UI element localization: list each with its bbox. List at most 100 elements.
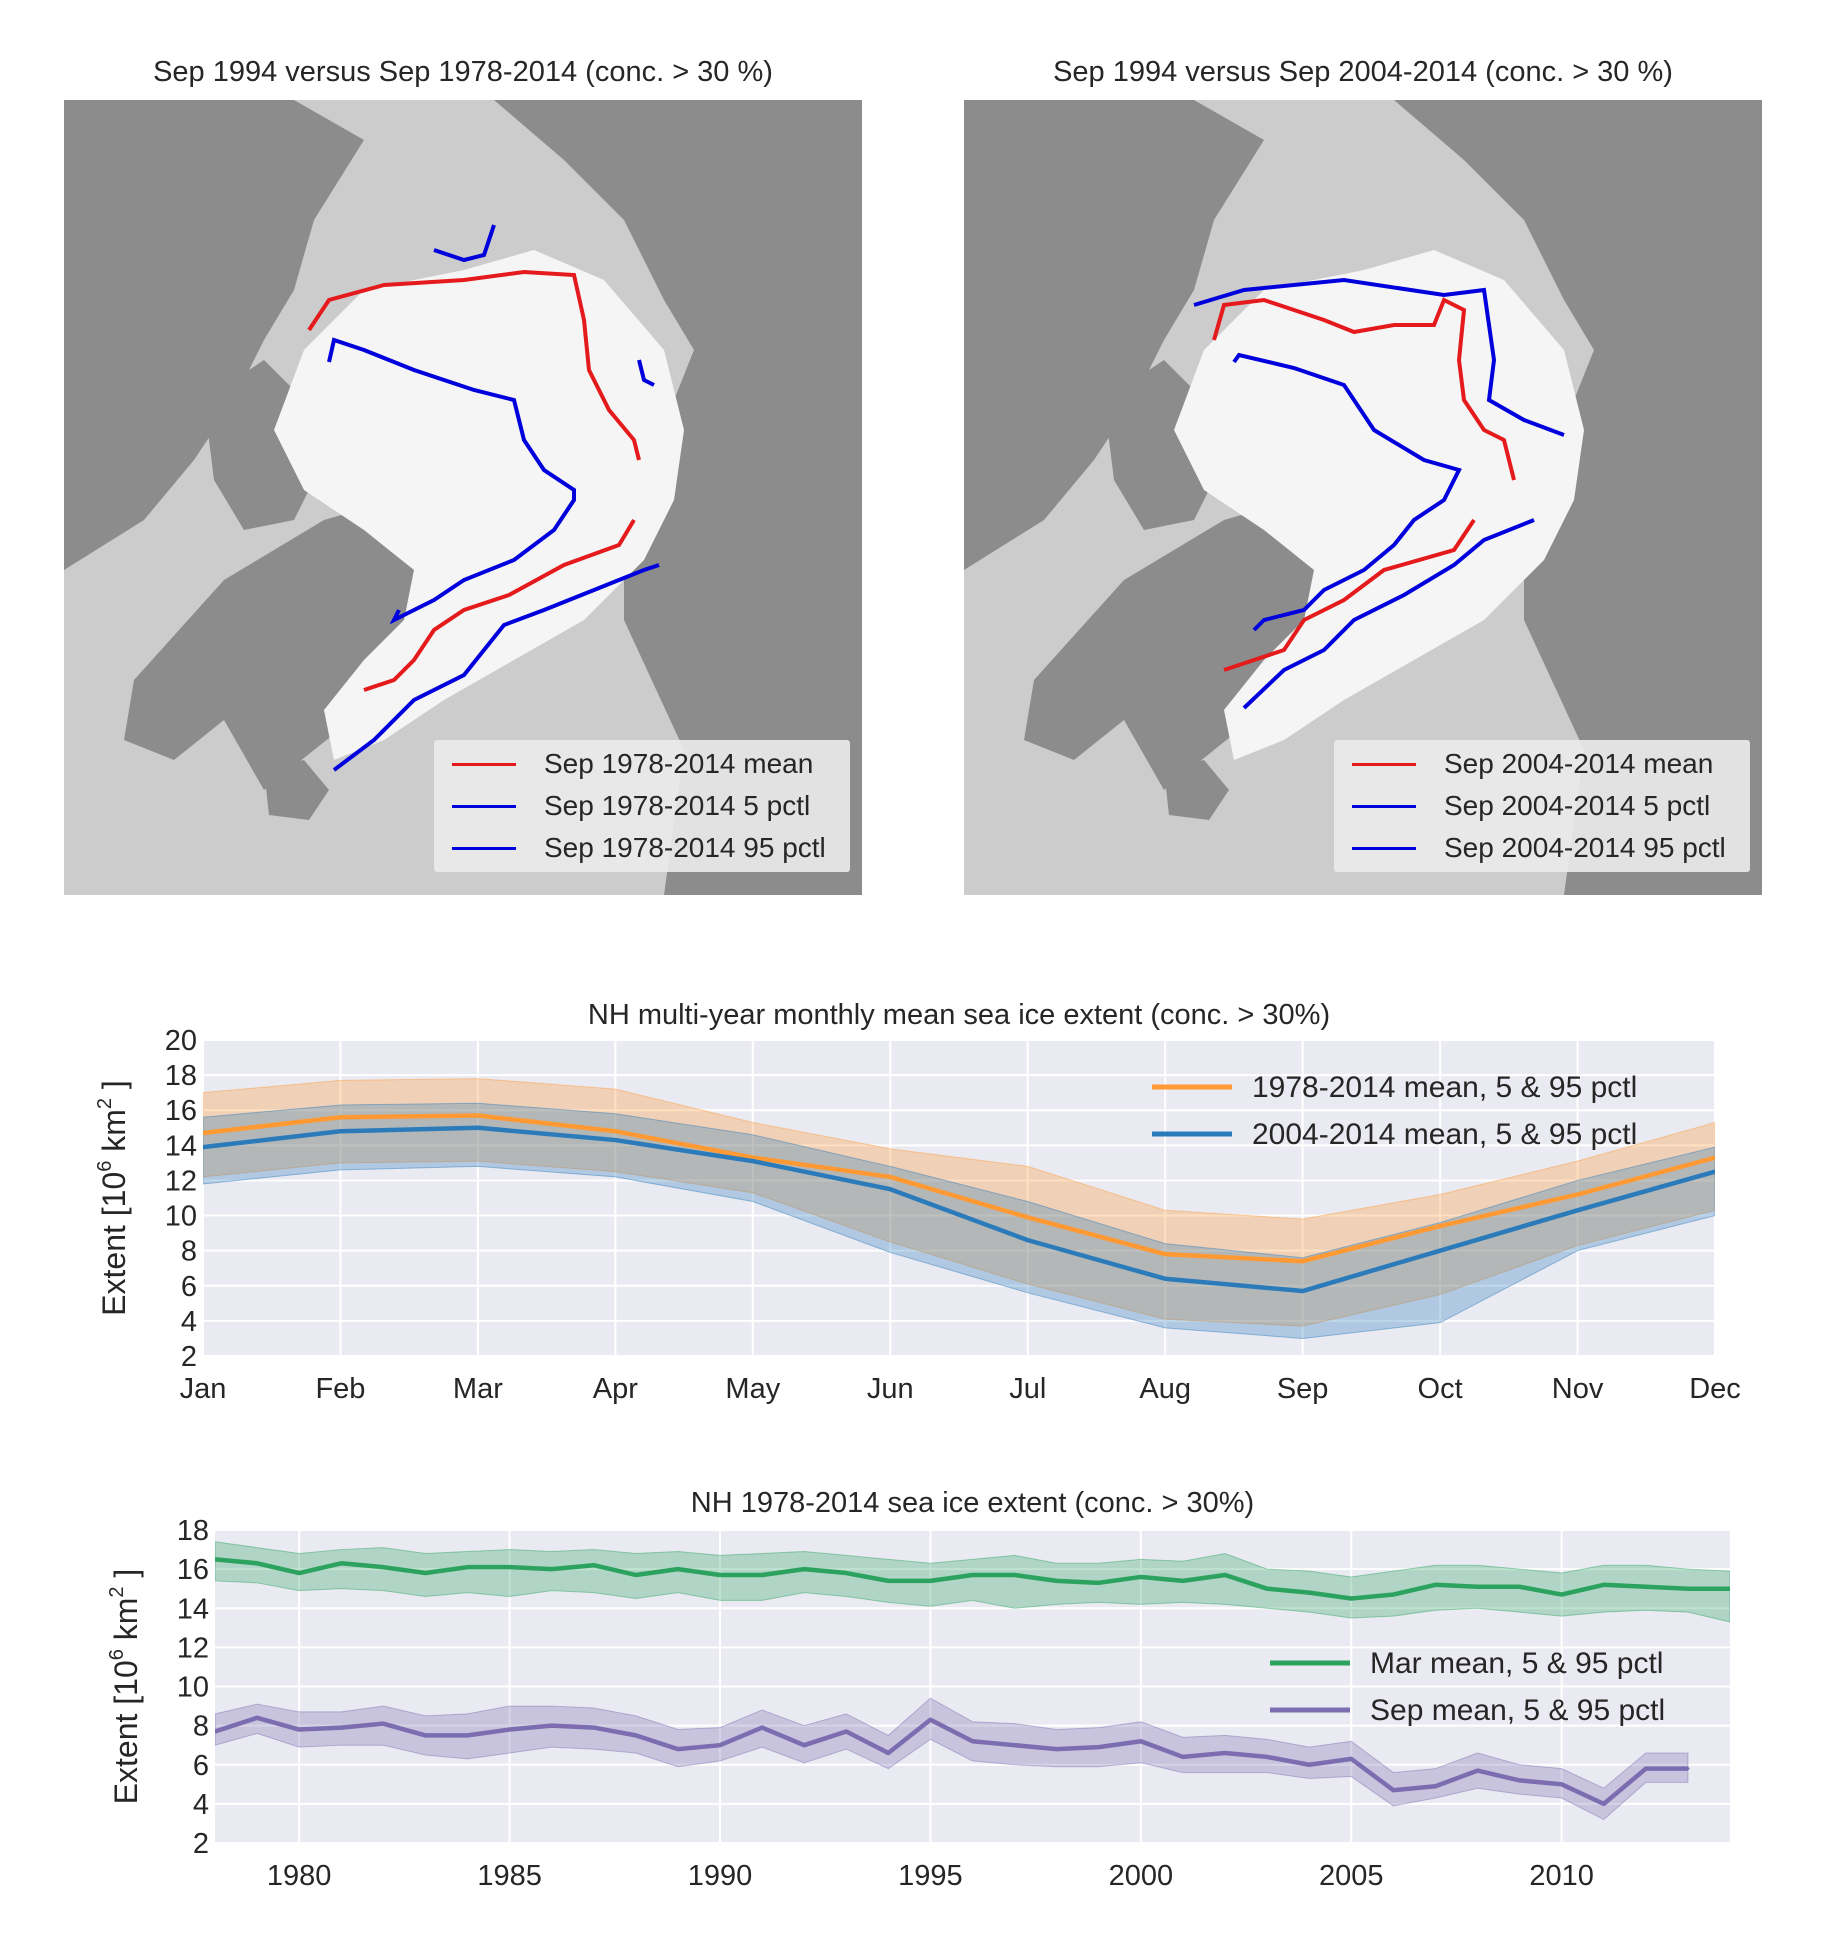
p95-contour-east: [637, 359, 655, 387]
series-line: [215, 1715, 1688, 1807]
data-point: [203, 1145, 205, 1149]
data-point: [760, 1573, 764, 1577]
data-point: [1560, 1782, 1564, 1786]
data-point: [476, 1126, 480, 1130]
data-point: [886, 1579, 890, 1583]
y-axis-label: Extent [106 km2 ]: [106, 1569, 144, 1805]
legend-swatch-p95: [452, 846, 516, 850]
data-point: [215, 1729, 217, 1733]
y-tick-label: 4: [181, 1306, 197, 1338]
data-point: [634, 1573, 638, 1577]
data-point: [1576, 1192, 1580, 1196]
land-iceland: [264, 760, 329, 820]
data-point: [1181, 1579, 1185, 1583]
y-tick-label: 10: [177, 1672, 209, 1704]
p95-contour-north: [433, 224, 496, 263]
data-point: [971, 1739, 974, 1743]
data-point: [886, 1751, 890, 1755]
data-point: [1181, 1755, 1185, 1759]
data-point: [1438, 1249, 1442, 1253]
x-tick-label: 1995: [898, 1860, 963, 1892]
data-point: [466, 1565, 469, 1569]
plot-area: [215, 1541, 1730, 1821]
data-point: [1433, 1583, 1437, 1587]
data-point: [718, 1573, 722, 1577]
data-point: [1301, 1289, 1305, 1293]
data-point: [339, 1726, 343, 1730]
data-point: [381, 1722, 385, 1726]
chart-legend: 1978-2014 mean, 5 & 95 pctl 2004-2014 mea…: [1152, 1071, 1637, 1151]
data-point: [1097, 1745, 1101, 1749]
x-tick-label: 1980: [267, 1860, 332, 1892]
data-point: [508, 1728, 512, 1732]
y-tick-label: 12: [165, 1165, 197, 1197]
y-axis-label: Extent [106 km2 ]: [94, 1080, 132, 1316]
y-tick-label: 20: [165, 1025, 197, 1057]
p95-contour-atl: [332, 563, 660, 772]
data-point: [255, 1716, 259, 1720]
data-point: [423, 1571, 427, 1575]
land-canada: [64, 100, 364, 570]
y-tick-label: 14: [165, 1130, 197, 1162]
data-point: [1560, 1593, 1564, 1597]
data-point: [1139, 1575, 1143, 1579]
data-point: [1163, 1277, 1167, 1281]
map2-legend: Sep 2004-2014 mean Sep 2004-2014 5 pctl …: [1334, 740, 1750, 872]
data-point: [255, 1561, 259, 1565]
data-point: [888, 1187, 892, 1191]
legend-label: Sep 1978-2014 5 pctl: [544, 790, 811, 821]
y-tick-label: 8: [193, 1711, 209, 1743]
data-point: [928, 1718, 932, 1722]
y-tick-label: 4: [193, 1789, 209, 1821]
data-point: [1713, 1156, 1715, 1160]
y-tick-label: 10: [165, 1201, 197, 1233]
data-point: [339, 1561, 343, 1565]
legend-item: Sep 1978-2014 95 pctl: [434, 828, 826, 868]
data-point: [718, 1743, 722, 1747]
legend-label: 1978-2014 mean, 5 & 95 pctl: [1252, 1071, 1637, 1104]
data-point: [1139, 1739, 1143, 1743]
data-point: [1713, 1170, 1715, 1174]
data-point: [476, 1113, 480, 1117]
legend-item: Sep 2004-2014 5 pctl: [1334, 786, 1710, 826]
data-point: [381, 1565, 385, 1569]
y-tick-label: 16: [177, 1554, 209, 1586]
legend-item: Sep 1978-2014 mean: [434, 744, 813, 784]
data-point: [1518, 1585, 1522, 1589]
land-siberia: [1394, 100, 1762, 895]
sea-ice: [274, 250, 684, 760]
data-point: [1476, 1585, 1479, 1589]
x-tick-label: Jun: [867, 1373, 914, 1405]
data-point: [592, 1563, 596, 1567]
data-point: [760, 1726, 764, 1730]
data-point: [592, 1726, 596, 1730]
sea-ice: [1174, 250, 1584, 760]
legend-label: Sep 2004-2014 5 pctl: [1444, 790, 1711, 821]
data-point: [1686, 1767, 1690, 1771]
map2-title: Sep 1994 versus Sep 2004-2014 (conc. > 3…: [1053, 56, 1673, 88]
x-tick-label: 2005: [1319, 1860, 1384, 1892]
y-tick-label: 2: [181, 1341, 197, 1373]
data-point: [1349, 1757, 1353, 1761]
data-point: [550, 1724, 554, 1728]
percentile-band: [215, 1541, 1730, 1623]
monthly-extent-chart: NH multi-year monthly mean sea ice exten…: [94, 999, 1741, 1405]
y-tick-label: 12: [177, 1632, 209, 1664]
y-tick-label: 18: [177, 1515, 209, 1547]
data-point: [1265, 1587, 1269, 1591]
data-point: [802, 1567, 806, 1571]
legend-swatch-p95: [1352, 846, 1416, 850]
chart-title: NH 1978-2014 sea ice extent (conc. > 30%…: [691, 1487, 1254, 1519]
data-point: [1013, 1573, 1017, 1577]
data-point: [1026, 1215, 1030, 1219]
chart-title: NH multi-year monthly mean sea ice exten…: [588, 999, 1330, 1031]
x-tick-label: Sep: [1277, 1373, 1329, 1405]
y-tick-label: 16: [165, 1095, 197, 1127]
land-siberia: [494, 100, 862, 895]
chart-legend: Mar mean, 5 & 95 pctl Sep mean, 5 & 95 pc…: [1270, 1647, 1665, 1727]
data-point: [1602, 1583, 1606, 1587]
p5-contour: [1232, 352, 1462, 632]
map2-panel: Sep 2004-2014 mean Sep 2004-2014 5 pctl …: [964, 100, 1762, 895]
map1-panel: Sep 1978-2014 mean Sep 1978-2014 5 pctl …: [64, 100, 862, 895]
legend-label: Sep 2004-2014 95 pctl: [1444, 832, 1726, 863]
